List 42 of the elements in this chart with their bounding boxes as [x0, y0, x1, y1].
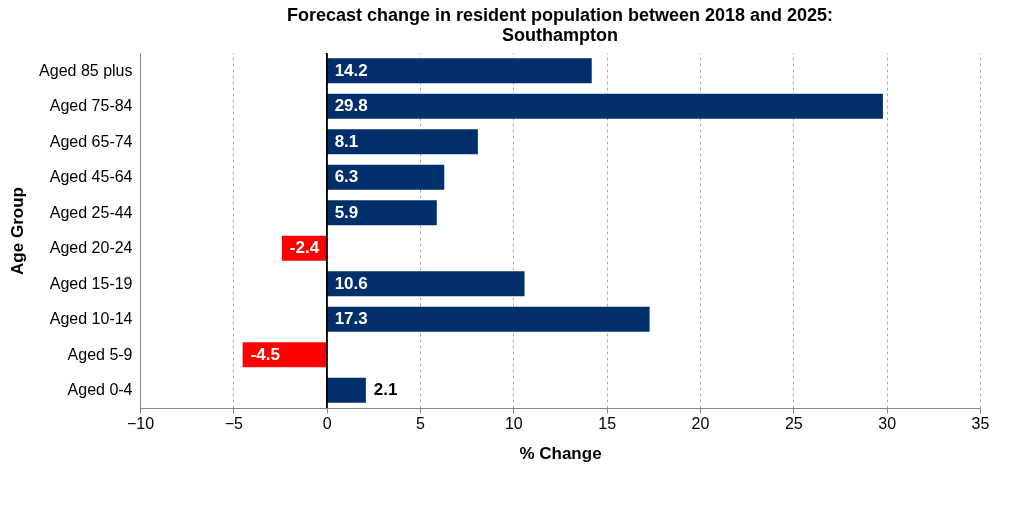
bar [326, 164, 445, 190]
y-tick-label: Aged 15-19 [49, 274, 133, 292]
x-tick-label: 30 [878, 414, 897, 432]
y-tick-label: Aged 75-84 [49, 97, 133, 115]
x-tick-label: 25 [784, 414, 803, 432]
bar [326, 58, 592, 84]
x-tick-label: 35 [971, 414, 990, 432]
bar [326, 306, 650, 332]
data-label: 29.8 [334, 96, 368, 116]
x-tick-label: 5 [416, 414, 426, 432]
x-tick-label: −10 [126, 414, 155, 432]
x-tick-label: 15 [598, 414, 617, 432]
bar [326, 200, 437, 226]
y-axis-title: Age Group [8, 187, 28, 275]
chart-title: Forecast change in resident population between 2018 and 2025: Southampton [286, 4, 834, 45]
data-label: 8.1 [334, 131, 359, 151]
data-label: -2.4 [289, 238, 320, 258]
bar [326, 129, 478, 155]
data-label: 5.9 [334, 202, 359, 222]
data-label: 14.2 [334, 60, 368, 80]
bar [326, 93, 883, 119]
x-tick-label: 20 [691, 414, 710, 432]
y-tick-label: Aged 65-74 [49, 132, 133, 150]
x-tick-label: −5 [224, 414, 244, 432]
data-label: 6.3 [334, 167, 359, 187]
data-label: 2.1 [373, 380, 398, 400]
y-tick-label: Aged 25-44 [49, 203, 133, 221]
y-tick-label: Aged 45-64 [49, 168, 133, 186]
data-label: -4.5 [250, 344, 280, 364]
bar [242, 342, 327, 368]
y-tick-label: Aged 10-14 [49, 310, 133, 328]
x-tick-label: 0 [322, 414, 332, 432]
y-tick-label: Aged 5-9 [67, 345, 133, 363]
x-tick-label: 10 [504, 414, 523, 432]
bar [326, 377, 366, 403]
x-axis-title: % Change [519, 443, 602, 463]
y-tick-label: Aged 20-24 [49, 239, 133, 257]
bar [326, 271, 525, 297]
y-tick-label: Aged 0-4 [67, 381, 133, 399]
data-label: 10.6 [334, 273, 368, 293]
data-label: 17.3 [334, 309, 368, 329]
y-tick-label: Aged 85 plus [39, 61, 133, 79]
